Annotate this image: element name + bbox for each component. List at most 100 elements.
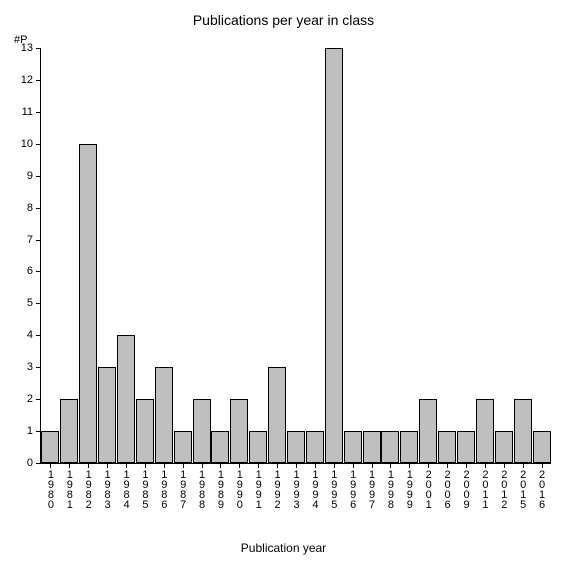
y-tick [36,176,41,177]
bar [211,431,229,463]
x-tick [409,463,410,468]
x-tick [334,463,335,468]
x-tick-label: 1984 [121,469,132,509]
x-tick [88,463,89,468]
x-tick [69,463,70,468]
y-tick-label: 6 [27,265,33,277]
y-tick [36,112,41,113]
y-tick-label: 8 [27,202,33,214]
y-tick-label: 13 [21,42,33,54]
x-tick-label: 1985 [139,469,150,509]
x-tick [145,463,146,468]
x-tick [466,463,467,468]
y-tick [36,335,41,336]
bar [287,431,305,463]
bar [476,399,494,463]
y-tick-label: 11 [22,106,33,118]
x-tick [277,463,278,468]
y-tick [36,431,41,432]
x-tick [50,463,51,468]
bar [306,431,324,463]
y-tick [36,80,41,81]
x-tick-label: 1996 [347,469,358,509]
y-tick-label: 12 [21,74,33,86]
x-tick-label: 1986 [158,469,169,509]
chart-title: Publications per year in class [0,12,567,28]
x-tick-label: 2012 [498,469,509,509]
x-tick [107,463,108,468]
x-tick [447,463,448,468]
bar [381,431,399,463]
x-tick [542,463,543,468]
y-tick [36,303,41,304]
bar [60,399,78,463]
x-tick-label: 2011 [479,469,490,509]
x-tick [220,463,221,468]
bar [268,367,286,463]
bar [117,335,135,463]
x-tick-label: 1988 [196,469,207,509]
x-tick [353,463,354,468]
plot-area: 0123456789101112131980198119821983198419… [40,48,551,464]
bar [79,144,97,463]
bar [438,431,456,463]
x-tick [428,463,429,468]
x-tick [239,463,240,468]
y-tick [36,240,41,241]
x-tick [258,463,259,468]
x-tick [390,463,391,468]
x-tick-label: 1989 [215,469,226,509]
y-tick-label: 0 [27,457,33,469]
y-tick [36,399,41,400]
bar [344,431,362,463]
bar [363,431,381,463]
x-tick-label: 2015 [517,469,528,509]
bar [419,399,437,463]
x-tick [315,463,316,468]
y-tick-label: 2 [27,393,33,405]
x-tick-label: 1983 [102,469,113,509]
x-tick [164,463,165,468]
y-tick-label: 4 [27,329,33,341]
x-tick-label: 1997 [366,469,377,509]
bar [249,431,267,463]
x-axis-title: Publication year [0,541,567,555]
x-tick [504,463,505,468]
x-tick-label: 1994 [309,469,320,509]
x-tick-label: 1999 [404,469,415,509]
x-tick-label: 1995 [328,469,339,509]
bar [193,399,211,463]
x-tick-label: 1982 [83,469,94,509]
bar [514,399,532,463]
bar [400,431,418,463]
y-tick [36,48,41,49]
x-tick [372,463,373,468]
y-tick-label: 5 [27,297,33,309]
bar [174,431,192,463]
x-tick-label: 1998 [385,469,396,509]
bar [155,367,173,463]
x-tick [296,463,297,468]
x-tick [523,463,524,468]
y-tick-label: 10 [21,138,33,150]
bar [457,431,475,463]
y-tick [36,271,41,272]
x-tick-label: 2009 [461,469,472,509]
x-tick-label: 1981 [64,469,75,509]
x-tick [183,463,184,468]
x-tick-label: 2016 [536,469,547,509]
y-tick-label: 3 [27,361,33,373]
x-tick [485,463,486,468]
y-tick [36,144,41,145]
y-tick-label: 7 [27,234,33,246]
x-tick-label: 1990 [234,469,245,509]
bar [495,431,513,463]
x-tick-label: 2006 [442,469,453,509]
x-tick-label: 1993 [291,469,302,509]
bar [325,48,343,463]
x-tick-label: 1987 [177,469,188,509]
y-tick-label: 1 [27,425,33,437]
x-tick [126,463,127,468]
x-tick-label: 1991 [253,469,264,509]
y-tick [36,208,41,209]
